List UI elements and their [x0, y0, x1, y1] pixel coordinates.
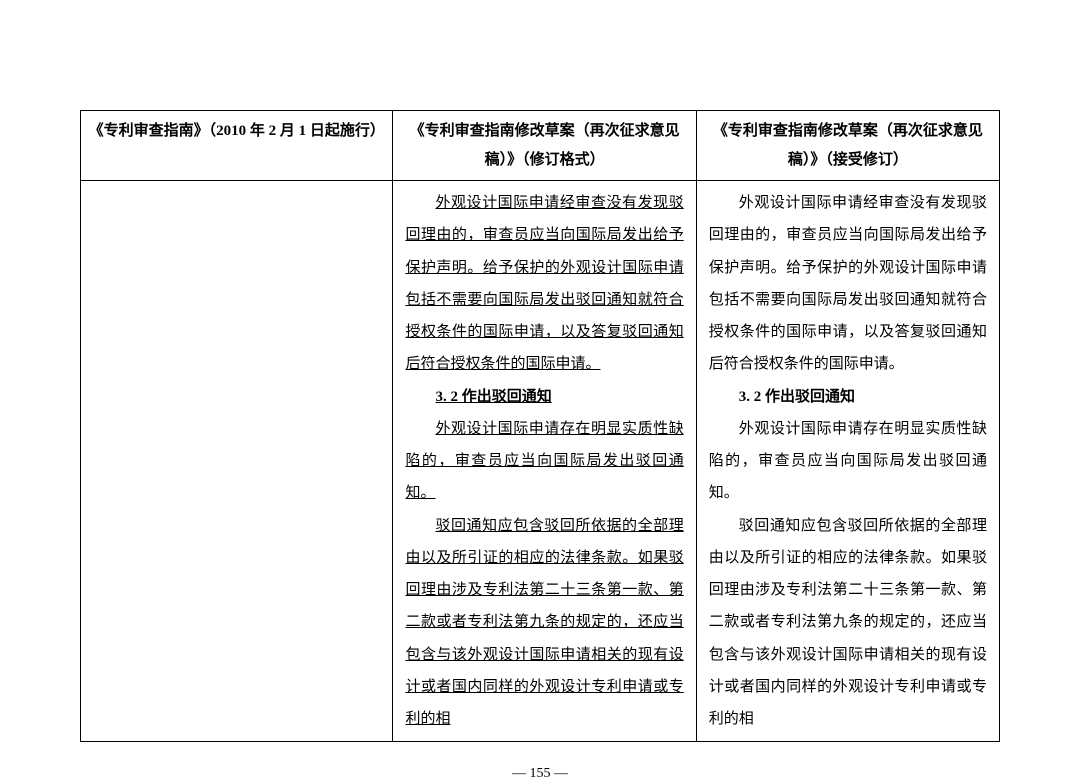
c2-sec: 3. 2 作出驳回通知: [435, 389, 551, 405]
cell-revised-format: 外观设计国际申请经审查没有发现驳回理由的，审查员应当向国际局发出给予保护声明。给…: [393, 181, 696, 742]
c3-p2: 外观设计国际申请存在明显实质性缺陷的，审查员应当向国际局发出驳回通知。: [709, 413, 987, 510]
c3-p1: 外观设计国际申请经审查没有发现驳回理由的，审查员应当向国际局发出给予保护声明。给…: [709, 187, 987, 381]
cell-accepted-revision: 外观设计国际申请经审查没有发现驳回理由的，审查员应当向国际局发出给予保护声明。给…: [696, 181, 999, 742]
page-number: — 155 —: [80, 766, 1000, 782]
c2-p1: 外观设计国际申请经审查没有发现驳回理由的，审查员应当向国际局发出给予保护声明。给…: [405, 195, 683, 372]
comparison-table: 《专利审查指南》（2010 年 2 月 1 日起施行） 《专利审查指南修改草案（…: [80, 110, 1000, 742]
header-col-1: 《专利审查指南》（2010 年 2 月 1 日起施行）: [81, 111, 393, 181]
document-page: 《专利审查指南》（2010 年 2 月 1 日起施行） 《专利审查指南修改草案（…: [80, 110, 1000, 782]
c3-p3: 驳回通知应包含驳回所依据的全部理由以及所引证的相应的法律条款。如果驳回理由涉及专…: [709, 510, 987, 736]
table-header-row: 《专利审查指南》（2010 年 2 月 1 日起施行） 《专利审查指南修改草案（…: [81, 111, 1000, 181]
cell-original: [81, 181, 393, 742]
c2-p2: 外观设计国际申请存在明显实质性缺陷的，审查员应当向国际局发出驳回通知。: [405, 421, 683, 502]
c2-p3: 驳回通知应包含驳回所依据的全部理由以及所引证的相应的法律条款。如果驳回理由涉及专…: [405, 518, 683, 728]
table-body-row: 外观设计国际申请经审查没有发现驳回理由的，审查员应当向国际局发出给予保护声明。给…: [81, 181, 1000, 742]
header-col-2: 《专利审查指南修改草案（再次征求意见稿）》（修订格式）: [393, 111, 696, 181]
header-col-3: 《专利审查指南修改草案（再次征求意见稿）》（接受修订）: [696, 111, 999, 181]
c3-sec: 3. 2 作出驳回通知: [709, 381, 987, 413]
